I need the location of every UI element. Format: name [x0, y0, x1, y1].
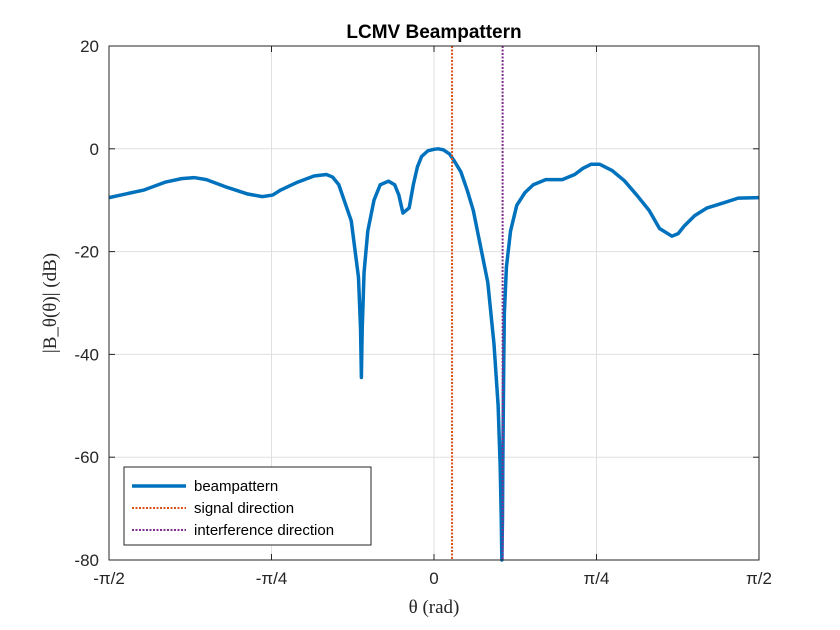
legend-entry-label: signal direction [194, 500, 294, 517]
legend-entry-label: beampattern [194, 478, 278, 495]
y-tick-label: -20 [74, 243, 99, 262]
y-tick-label: -80 [74, 551, 99, 570]
x-tick-label: -π/2 [93, 569, 125, 588]
legend-entry-label: interference direction [194, 522, 334, 539]
y-tick-label: -40 [74, 345, 99, 364]
y-axis-label: |B_θ(θ)| (dB) [40, 253, 61, 353]
legend-box [123, 466, 372, 546]
chart-title: LCMV Beampattern [346, 22, 521, 43]
x-tick-label: -π/4 [256, 569, 288, 588]
y-tick-label: 0 [90, 140, 99, 159]
x-tick-label: 0 [429, 569, 438, 588]
series-layer [108, 46, 760, 562]
x-axis-label: θ (rad) [409, 597, 460, 618]
grid-lines [109, 46, 759, 560]
legend: beampattern signal direction interference … [123, 466, 372, 546]
tick-labels: -π/2 -π/4 0 π/4 π/2 20 0 -20 -40 -60 -80 [74, 37, 772, 588]
tick-marks [108, 45, 760, 561]
x-tick-label: π/4 [584, 569, 610, 588]
y-tick-label: 20 [80, 37, 99, 56]
x-tick-label: π/2 [746, 569, 772, 588]
y-tick-label: -60 [74, 448, 99, 467]
series-beampattern-curve [108, 147, 760, 562]
